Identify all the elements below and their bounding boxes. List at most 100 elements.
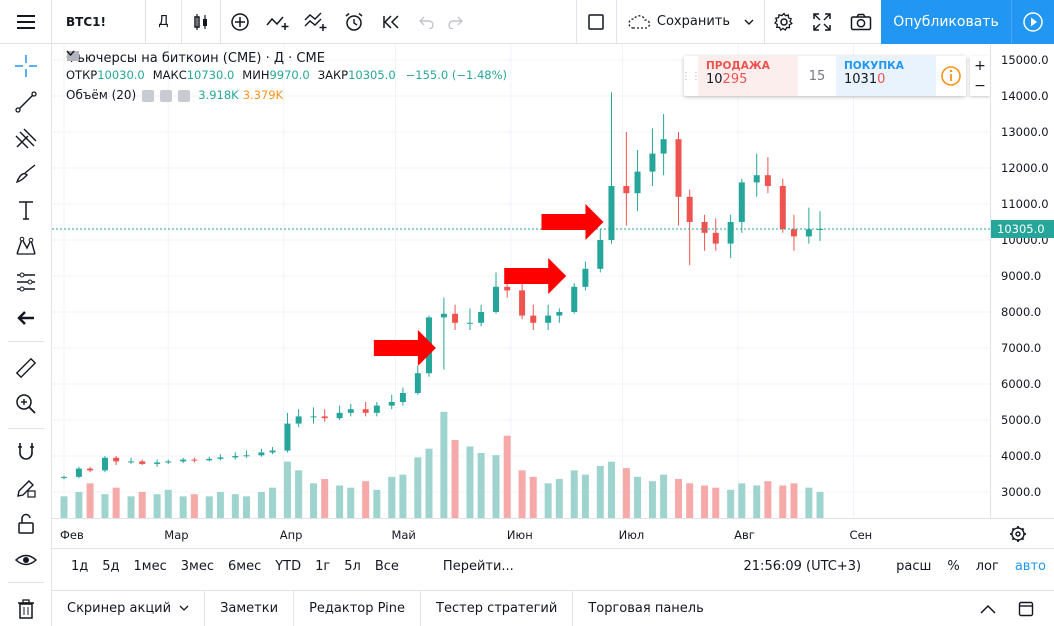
range-5d[interactable]: 5д <box>102 559 120 574</box>
info-button[interactable] <box>936 56 966 96</box>
time-axis[interactable]: Фев Мар Апр Май Июн Июл Авг Сен <box>52 518 1054 548</box>
percent-scale-button[interactable]: % <box>947 559 960 574</box>
compare-button[interactable] <box>259 0 297 44</box>
volume-bar <box>477 453 485 518</box>
zoom-out-button[interactable]: − <box>974 78 986 94</box>
settings-button[interactable] <box>765 0 803 44</box>
candles-style-button[interactable] <box>182 0 220 44</box>
range-all[interactable]: Все <box>374 559 399 574</box>
templates-button[interactable] <box>297 0 335 44</box>
chart-pane[interactable]: Фьючерсы на биткоин (CME) · Д · CME ОТКР… <box>52 44 990 518</box>
time-tick-label: Авг <box>734 528 755 542</box>
fullscreen-button[interactable] <box>803 0 841 44</box>
time-tick-label: Июн <box>507 528 533 542</box>
zoom-in-button[interactable]: + <box>974 58 986 74</box>
drag-handle-icon[interactable]: ⋮⋮ <box>681 70 701 82</box>
volume-label[interactable]: Объём (20) <box>66 88 137 102</box>
goto-date-button[interactable]: Перейти... <box>442 559 514 574</box>
alert-button[interactable] <box>335 0 373 44</box>
legend-title[interactable]: Фьючерсы на биткоин (CME) · Д · CME <box>66 51 325 66</box>
volume-bar <box>75 492 83 518</box>
range-1d[interactable]: 1д <box>71 559 89 574</box>
tab-pine-editor[interactable]: Редактор Pine <box>294 590 422 626</box>
crosshair-tool[interactable] <box>0 49 52 83</box>
buy-button[interactable]: ПОКУПКА 10310 <box>836 56 936 96</box>
gear-icon[interactable] <box>1010 526 1026 542</box>
range-6m[interactable]: 6мес <box>228 559 262 574</box>
remove-drawings-tool[interactable] <box>0 592 52 626</box>
tab-notes[interactable]: Заметки <box>205 590 295 626</box>
sell-button[interactable]: ПРОДАЖА 10295 <box>698 56 798 96</box>
hide-drawings-tool[interactable] <box>0 543 52 577</box>
range-ytd[interactable]: YTD <box>275 559 302 574</box>
magnet-tool[interactable] <box>0 435 52 469</box>
close-small-icon[interactable] <box>178 89 191 102</box>
price-tick-label: 9000.0 <box>1001 269 1041 283</box>
measure-tool[interactable] <box>0 351 52 385</box>
settings-small-icon[interactable] <box>160 89 173 102</box>
volume-bar <box>164 489 172 518</box>
fullscreen-layout-button[interactable] <box>577 0 617 44</box>
symbol-search[interactable]: BTC1! <box>52 0 146 44</box>
volume-bar <box>790 483 798 518</box>
range-5y[interactable]: 5л <box>344 559 361 574</box>
candle-body <box>217 457 224 459</box>
indicators-button[interactable] <box>221 0 259 44</box>
tab-stock-screener[interactable]: Скринер акций <box>52 590 206 626</box>
publish-button[interactable]: Опубликовать <box>881 0 1011 44</box>
tab-strategy-tester[interactable]: Тестер стратегий <box>421 590 574 626</box>
price-axis[interactable]: 15000.0 14000.0 13000.0 12000.0 11000.0 10000… <box>990 44 1054 518</box>
volume-bar <box>753 485 761 518</box>
eye-off-icon[interactable] <box>66 50 80 62</box>
unlock-icon <box>18 513 34 534</box>
extended-scale-button[interactable]: расш <box>896 559 932 574</box>
candle-body <box>336 412 343 419</box>
volume-bar <box>607 461 615 518</box>
stay-in-drawing-tool[interactable] <box>0 471 52 505</box>
range-3m[interactable]: 3мес <box>180 559 214 574</box>
price-chart[interactable] <box>52 44 990 518</box>
prediction-tool[interactable] <box>0 265 52 299</box>
live-stream-button[interactable] <box>1011 0 1054 44</box>
menu-button[interactable] <box>0 0 52 44</box>
save-button[interactable]: Сохранить <box>617 0 765 44</box>
timezone-clock[interactable]: 21:56:09 (UTC+3) <box>743 559 862 574</box>
range-1m[interactable]: 1мес <box>133 559 167 574</box>
lock-drawings-tool[interactable] <box>0 507 52 541</box>
pattern-tool[interactable] <box>0 229 52 263</box>
text-tool[interactable] <box>0 193 52 227</box>
maximize-panel-icon[interactable] <box>1018 601 1034 617</box>
snapshot-button[interactable] <box>841 0 881 44</box>
redo-button[interactable] <box>441 0 471 44</box>
range-bar: 1д 5д 1мес 3мес 6мес YTD 1г 5л Все Перей… <box>52 548 1054 584</box>
back-tool[interactable] <box>0 301 52 335</box>
range-1y[interactable]: 1г <box>315 559 331 574</box>
candle-body <box>805 229 812 237</box>
chart-legend: Фьючерсы на биткоин (CME) · Д · CME ОТКР… <box>66 50 507 104</box>
brush-tool[interactable] <box>0 157 52 191</box>
price-tick-label: 8000.0 <box>1001 305 1041 319</box>
auto-scale-button[interactable]: авто <box>1014 559 1046 574</box>
price-tick-label: 4000.0 <box>1001 449 1041 463</box>
quantity-field[interactable]: 15 <box>808 68 826 84</box>
chevron-up-icon[interactable] <box>980 604 996 614</box>
undo-button[interactable] <box>411 0 441 44</box>
chevron-down-icon[interactable] <box>66 50 75 57</box>
zoom-tool[interactable] <box>0 387 52 421</box>
volume-bar <box>231 494 239 518</box>
eye-toggle-icon[interactable] <box>142 89 155 102</box>
pattern-icon <box>16 236 36 255</box>
candle-body <box>321 416 328 419</box>
drawing-toolbar <box>0 44 52 626</box>
tab-trading-panel[interactable]: Торговая панель <box>588 601 704 616</box>
replay-button[interactable] <box>373 0 411 44</box>
volume-bar <box>712 487 720 518</box>
log-scale-button[interactable]: лог <box>975 559 999 574</box>
volume-bar <box>283 461 291 518</box>
interval-button[interactable]: Д <box>146 0 182 44</box>
trend-line-tool[interactable] <box>0 85 52 119</box>
time-tick-label: Мар <box>164 528 188 542</box>
volume-bar <box>321 479 329 518</box>
pitchfork-tool[interactable] <box>0 121 52 155</box>
high-label: МАКС <box>152 68 187 82</box>
